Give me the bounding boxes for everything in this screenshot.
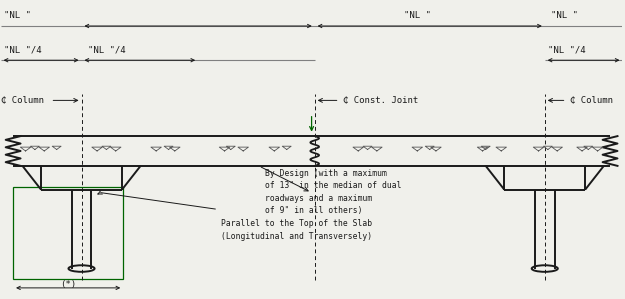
Text: "NL "/4: "NL "/4 [548, 46, 586, 55]
Text: Parallel to the Top of the Slab
(Longitudinal and Transversely): Parallel to the Top of the Slab (Longitu… [221, 219, 372, 241]
Text: "NL ": "NL " [551, 11, 578, 20]
Text: ₵ Column: ₵ Column [1, 96, 44, 105]
Text: By Design (with a maximum
of 13" in the median of dual
roadways and a maximum
of: By Design (with a maximum of 13" in the … [265, 169, 401, 215]
Text: ₵ Column: ₵ Column [569, 96, 612, 105]
Text: (*): (*) [60, 280, 76, 289]
Text: "NL "/4: "NL "/4 [4, 46, 41, 55]
Text: "NL "/4: "NL "/4 [88, 46, 126, 55]
Text: ₵ Const. Joint: ₵ Const. Joint [342, 96, 418, 105]
Text: "NL ": "NL " [404, 11, 431, 20]
Text: "NL ": "NL " [4, 11, 31, 20]
Bar [13, 187, 123, 279]
